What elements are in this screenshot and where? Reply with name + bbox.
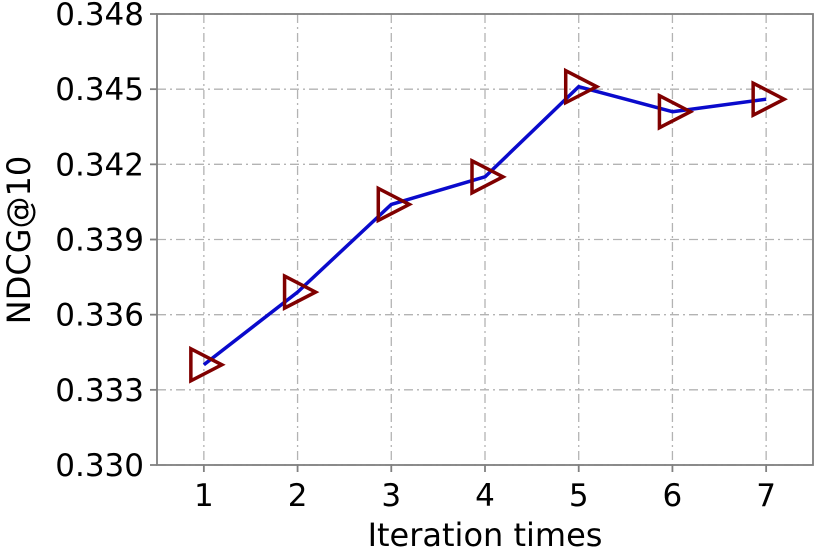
y-tick-label: 0.333 <box>55 373 144 409</box>
x-axis-title: Iteration times <box>368 516 603 554</box>
data-point-marker <box>657 92 695 131</box>
x-tick-label: 4 <box>475 478 495 514</box>
x-tick-label: 2 <box>288 478 308 514</box>
series-line <box>202 84 767 367</box>
series-layer <box>189 67 788 384</box>
y-tick-label: 0.330 <box>55 448 144 484</box>
data-point-marker <box>751 80 788 119</box>
y-axis-title: NDCG@10 <box>0 156 38 324</box>
data-point-marker <box>282 273 320 311</box>
data-point-marker <box>470 157 507 196</box>
x-tick-label: 6 <box>663 478 683 514</box>
tick-layer: 0.330 0.333 0.336 0.339 0.342 0.345 0.348 1 2 3 4 5… <box>55 0 776 514</box>
x-tick-label: 1 <box>194 478 214 514</box>
y-tick-label: 0.336 <box>55 298 144 334</box>
data-point-marker <box>189 345 226 384</box>
y-tick-label: 0.348 <box>55 0 144 33</box>
x-tick-label: 5 <box>569 478 589 514</box>
y-tick-label: 0.339 <box>55 223 144 259</box>
x-tick-label: 7 <box>756 478 776 514</box>
y-tick-label: 0.345 <box>55 72 144 108</box>
data-point-marker <box>563 67 601 106</box>
data-point-marker <box>376 185 414 224</box>
grid-layer <box>157 13 813 466</box>
y-tick-label: 0.342 <box>55 147 144 183</box>
x-tick-label: 3 <box>381 478 401 514</box>
